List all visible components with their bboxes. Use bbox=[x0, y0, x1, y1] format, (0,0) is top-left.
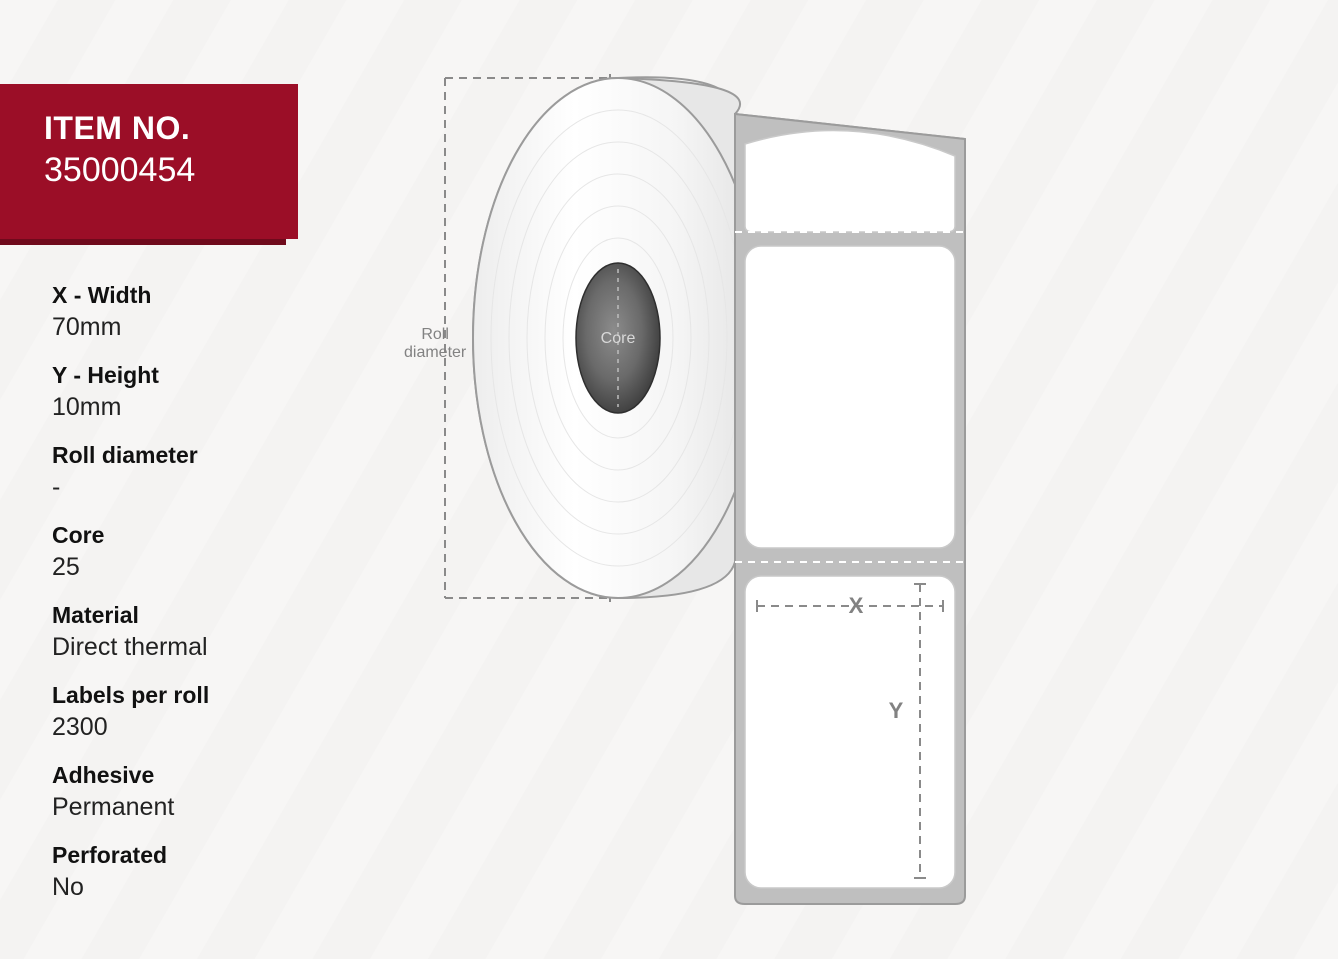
spec-value: Direct thermal bbox=[52, 633, 352, 662]
spec-key: Perforated bbox=[52, 840, 352, 871]
roll-svg: Core X Y bbox=[400, 70, 1040, 910]
spec-row: Labels per roll 2300 bbox=[52, 680, 352, 742]
spec-value: 10mm bbox=[52, 393, 352, 422]
spec-key: X - Width bbox=[52, 280, 352, 311]
spec-key: Adhesive bbox=[52, 760, 352, 791]
spec-value: - bbox=[52, 473, 352, 502]
spec-value: 70mm bbox=[52, 313, 352, 342]
spec-value: 2300 bbox=[52, 713, 352, 742]
spec-key: Material bbox=[52, 600, 352, 631]
item-number-value: 35000454 bbox=[44, 151, 298, 190]
svg-text:X: X bbox=[849, 593, 864, 618]
spec-row: Roll diameter - bbox=[52, 440, 352, 502]
spec-row: Perforated No bbox=[52, 840, 352, 902]
spec-value: Permanent bbox=[52, 793, 352, 822]
spec-key: Roll diameter bbox=[52, 440, 352, 471]
spec-key: Y - Height bbox=[52, 360, 352, 391]
spec-key: Labels per roll bbox=[52, 680, 352, 711]
spec-value: 25 bbox=[52, 553, 352, 582]
spec-list: X - Width 70mm Y - Height 10mm Roll diam… bbox=[52, 280, 352, 920]
spec-value: No bbox=[52, 873, 352, 902]
roll-diameter-label: Rolldiameter bbox=[404, 326, 466, 363]
spec-row: Material Direct thermal bbox=[52, 600, 352, 662]
svg-text:Y: Y bbox=[889, 698, 904, 723]
spec-row: Y - Height 10mm bbox=[52, 360, 352, 422]
label-roll-diagram: Rolldiameter Core X Y bbox=[400, 70, 1040, 910]
item-number-badge: ITEM NO. 35000454 bbox=[0, 84, 298, 239]
spec-row: Adhesive Permanent bbox=[52, 760, 352, 822]
spec-key: Core bbox=[52, 520, 352, 551]
spec-row: X - Width 70mm bbox=[52, 280, 352, 342]
spec-row: Core 25 bbox=[52, 520, 352, 582]
svg-text:Core: Core bbox=[601, 330, 636, 347]
item-number-label: ITEM NO. bbox=[44, 110, 298, 147]
